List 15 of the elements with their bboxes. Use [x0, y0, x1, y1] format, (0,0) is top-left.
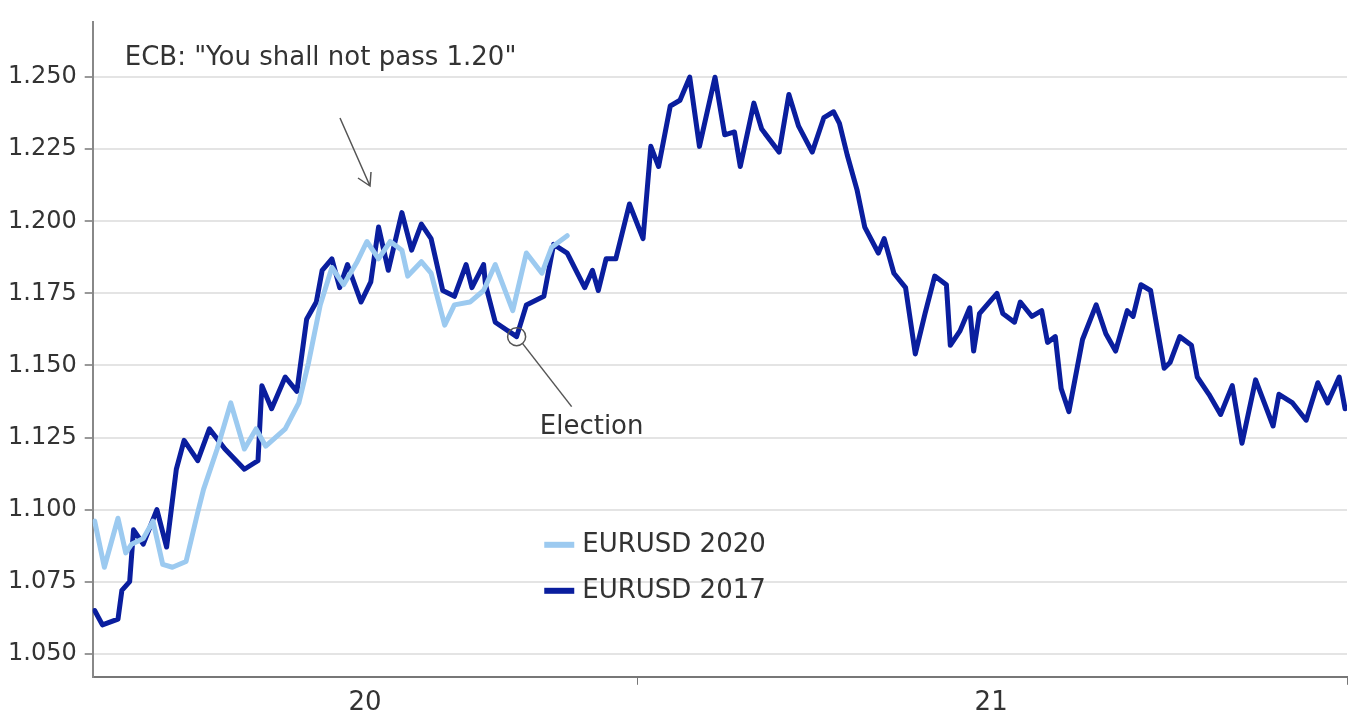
y-tick-label: 1.250 — [7, 61, 77, 90]
y-tick-label: 1.225 — [7, 133, 77, 162]
y-tick-label: 1.100 — [7, 493, 77, 522]
x-tick-label: 21 — [974, 686, 1008, 717]
y-tick-label: 1.175 — [7, 277, 77, 306]
legend-label: EURUSD 2017 — [582, 573, 766, 604]
annotation: ECB: "You shall not pass 1.20" — [124, 41, 517, 72]
x-tick-label: 20 — [348, 686, 382, 717]
legend-label: EURUSD 2020 — [582, 527, 766, 558]
y-tick-label: 1.075 — [7, 565, 77, 594]
y-tick-label: 1.200 — [7, 205, 77, 234]
y-tick-label: 1.050 — [7, 637, 77, 666]
y-tick-label: 1.150 — [7, 349, 77, 378]
y-tick-label: 1.125 — [7, 421, 77, 450]
annotation: Election — [539, 410, 644, 441]
